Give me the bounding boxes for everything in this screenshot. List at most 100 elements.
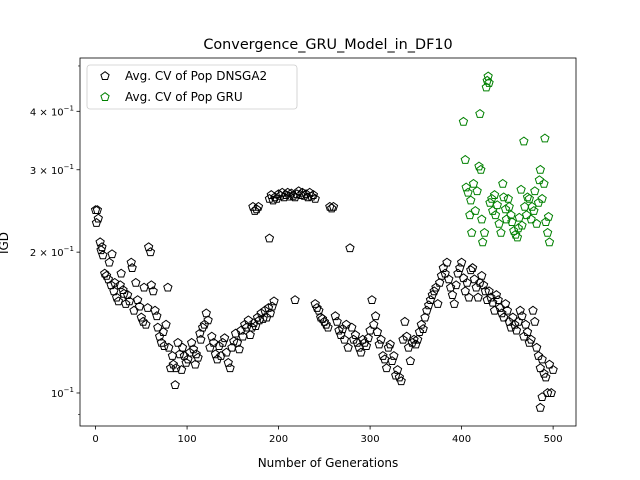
data-point: [414, 327, 425, 336]
data-point: [170, 380, 180, 389]
data-point: [495, 302, 505, 312]
data-point: [268, 195, 278, 205]
data-point: [251, 204, 262, 214]
legend-marker: [100, 71, 110, 80]
data-point: [143, 242, 154, 252]
data-point: [465, 210, 475, 220]
data-point: [203, 315, 213, 325]
data-point: [524, 193, 535, 203]
data-point: [467, 227, 477, 237]
data-point: [210, 349, 221, 359]
data-point: [321, 319, 331, 329]
data-point: [188, 344, 199, 354]
data-point: [472, 186, 482, 196]
data-point: [521, 210, 532, 220]
data-point: [264, 233, 275, 243]
x-tick-label: 200: [269, 434, 288, 445]
chart-title: Convergence_GRU_Model_in_DF10: [203, 37, 452, 53]
data-point: [290, 192, 300, 202]
data-point: [328, 201, 339, 211]
data-point: [496, 227, 506, 237]
data-point: [225, 363, 235, 373]
data-point: [542, 388, 553, 397]
data-point: [480, 286, 491, 296]
data-point: [381, 363, 392, 373]
data-point: [409, 334, 419, 344]
data-point: [107, 249, 117, 259]
y-tick-label: 3 × 10−1: [30, 163, 74, 177]
data-point: [528, 305, 538, 315]
data-point: [361, 341, 372, 350]
data-point: [467, 263, 478, 272]
data-point: [402, 331, 412, 341]
data-point: [245, 330, 255, 340]
data-point: [476, 164, 486, 174]
data-point: [104, 257, 114, 267]
data-point: [345, 243, 355, 253]
data-point: [504, 201, 514, 211]
data-point: [517, 220, 527, 230]
data-point: [530, 186, 540, 196]
plot-area: [90, 71, 558, 412]
data-point: [503, 193, 513, 203]
data-point: [230, 328, 241, 338]
data-point: [365, 325, 375, 335]
data-point: [350, 330, 361, 340]
data-point: [294, 186, 304, 196]
data-point: [308, 190, 319, 199]
data-point: [484, 77, 494, 87]
data-point: [531, 342, 542, 352]
data-point: [475, 108, 485, 118]
data-point: [216, 351, 226, 360]
data-point: [400, 316, 410, 326]
x-tick-label: 300: [361, 434, 380, 445]
data-point: [385, 339, 395, 349]
data-point: [535, 164, 545, 174]
data-point: [164, 342, 174, 352]
axes-frame: [79, 57, 577, 427]
data-point: [111, 292, 122, 302]
data-point: [185, 347, 195, 357]
data-point: [463, 187, 473, 197]
data-point: [490, 210, 501, 220]
data-point: [418, 324, 428, 333]
data-point: [486, 292, 496, 302]
y-axis-label: IGD: [0, 232, 11, 254]
data-point: [240, 319, 250, 329]
data-point: [511, 325, 522, 335]
data-point: [292, 189, 302, 199]
data-point: [501, 214, 512, 224]
data-point: [531, 218, 542, 228]
data-point: [214, 341, 224, 350]
data-point: [93, 213, 103, 223]
data-point: [247, 322, 257, 332]
data-point: [510, 229, 521, 239]
data-point: [195, 328, 205, 338]
data-point: [513, 223, 524, 233]
data-point: [171, 363, 181, 373]
data-point: [445, 282, 456, 292]
data-point: [464, 292, 474, 302]
data-point: [469, 274, 480, 284]
data-point: [444, 274, 454, 284]
data-point: [537, 193, 547, 203]
data-point: [95, 237, 105, 247]
data-point: [493, 295, 503, 305]
series-1: [90, 186, 558, 412]
data-point: [196, 334, 206, 344]
data-point: [295, 190, 306, 199]
data-point: [540, 133, 550, 143]
data-point: [517, 311, 527, 321]
data-point: [405, 356, 416, 366]
data-point: [499, 312, 509, 322]
data-point: [197, 322, 208, 332]
data-point: [526, 214, 536, 224]
data-point: [301, 189, 311, 199]
data-point: [380, 354, 390, 364]
data-point: [544, 237, 555, 247]
data-point: [176, 365, 187, 374]
data-point: [290, 295, 300, 305]
y-tick-label: 4 × 10−1: [30, 104, 74, 118]
data-point: [339, 334, 350, 344]
data-point: [254, 315, 265, 325]
